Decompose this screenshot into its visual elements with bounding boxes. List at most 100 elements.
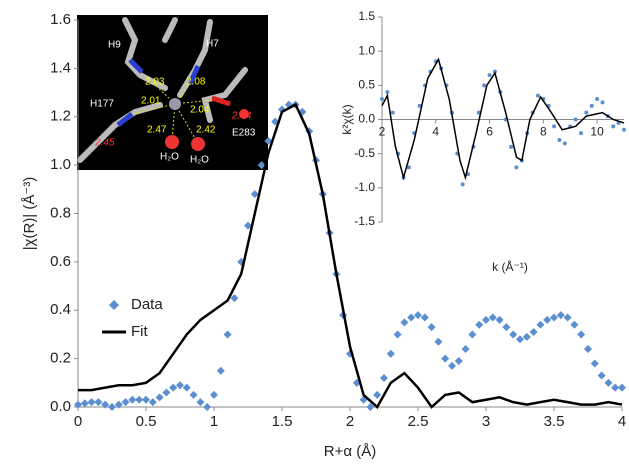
data-point: [562, 141, 567, 146]
data-point: [380, 373, 388, 382]
data-point: [128, 395, 137, 404]
data-point: [482, 315, 490, 324]
data-point: [257, 161, 266, 170]
data-point: [529, 328, 538, 337]
x-tick-label: 10: [590, 125, 604, 139]
data-point: [509, 330, 518, 339]
data-point: [570, 320, 579, 329]
data-point: [590, 359, 599, 368]
data-point: [385, 90, 390, 95]
data-point: [536, 320, 545, 329]
data-point: [230, 294, 239, 303]
data-point: [417, 103, 422, 108]
data-point: [495, 315, 504, 324]
data-point: [162, 388, 171, 397]
y-tick-label: -1.0: [354, 180, 375, 194]
data-point: [522, 332, 531, 341]
data-point: [441, 354, 450, 363]
data-point: [196, 398, 205, 407]
residue-label: E283: [232, 128, 256, 139]
metal-ion: [169, 98, 181, 110]
data-point: [386, 349, 395, 358]
data-point: [148, 398, 157, 407]
residue-label: H9: [108, 40, 121, 51]
data-point: [600, 100, 605, 105]
y-tick-label: 0.4: [50, 301, 71, 318]
oxygen: [211, 95, 231, 107]
data-point: [535, 93, 540, 98]
y-tick-label: 1.6: [50, 11, 71, 28]
data-point: [121, 398, 130, 407]
data-point: [101, 400, 110, 409]
distance-highlight: 2.45: [94, 138, 115, 149]
data-point: [223, 330, 232, 339]
data-point: [578, 131, 583, 136]
distance-highlight: 2.44: [231, 111, 252, 122]
data-point: [611, 383, 620, 392]
data-point: [203, 403, 212, 411]
data-point: [87, 398, 96, 407]
data-point: [589, 103, 594, 108]
legend-swatch: [109, 300, 119, 310]
data-point: [380, 97, 384, 101]
data-point: [414, 311, 422, 320]
y-tick-label: 1.5: [358, 9, 375, 23]
data-point: [454, 357, 463, 366]
water-label: H₂O: [160, 152, 179, 163]
data-point: [135, 395, 144, 404]
fit-line: [381, 57, 625, 181]
data-point: [142, 395, 150, 404]
water: [191, 137, 205, 151]
fit-line: [78, 102, 623, 409]
data-point: [400, 318, 409, 327]
data-point: [176, 381, 184, 390]
data-point: [577, 330, 586, 339]
data-point: [373, 390, 382, 399]
y-tick-label: 1.2: [50, 108, 71, 125]
y-tick-label: 1.0: [358, 43, 375, 57]
data-point: [604, 378, 613, 387]
data-point: [475, 320, 484, 329]
water-label: H₂O: [190, 155, 209, 166]
residue-label: H177: [90, 99, 114, 110]
x-axis-title: R+α (Å): [324, 443, 376, 460]
x-tick-label: 1.5: [272, 413, 293, 430]
x-tick-label: 2: [346, 413, 354, 430]
data-point: [169, 383, 178, 392]
data-point: [189, 390, 198, 399]
y-tick-label: 0.0: [50, 398, 71, 415]
y-tick-label: 0.2: [50, 350, 71, 367]
data-point: [514, 165, 519, 170]
x-tick-label: 3: [482, 413, 490, 430]
data-point: [427, 323, 436, 332]
legend-label: Fit: [131, 323, 148, 340]
y-tick-label: 0.5: [358, 78, 375, 92]
data-point: [487, 73, 492, 78]
data-point: [502, 323, 511, 332]
y-axis-title: |χ(R)| (Å⁻³): [21, 177, 38, 251]
data-point: [216, 366, 225, 375]
data-point: [584, 344, 592, 353]
data-point: [434, 337, 443, 346]
data-point: [595, 97, 600, 101]
residue-label: H7: [206, 39, 219, 50]
data-point: [264, 136, 273, 145]
y-tick-label: 1.0: [50, 156, 71, 173]
data-point: [543, 315, 552, 324]
y-tick-label: -1.5: [354, 214, 375, 228]
y-tick-label: 0.6: [50, 253, 71, 270]
data-point: [182, 383, 191, 392]
x-tick-label: 6: [486, 125, 493, 139]
oxygen-atom: [239, 109, 249, 119]
data-point: [556, 311, 565, 320]
x-tick-label: 4: [618, 413, 626, 430]
x-axis-title: k (Å⁻¹): [492, 259, 528, 274]
water: [165, 135, 179, 149]
data-point: [407, 313, 416, 322]
distance: 2.04: [190, 105, 210, 116]
data-point: [611, 124, 616, 129]
data-point: [557, 138, 562, 142]
data-point: [393, 330, 402, 339]
x-tick-label: 2: [379, 125, 386, 139]
